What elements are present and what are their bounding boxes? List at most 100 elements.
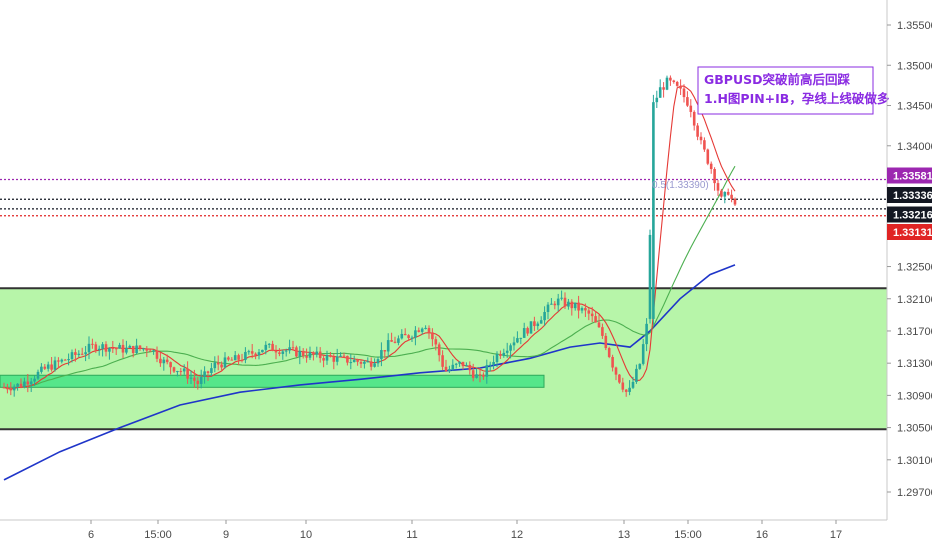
candle: [505, 342, 509, 358]
fib-level-label: 0.5(1.33390): [652, 180, 709, 191]
candle: [672, 79, 676, 84]
candle: [199, 369, 203, 389]
candle: [125, 340, 128, 355]
candle: [40, 363, 43, 374]
candle: [434, 336, 438, 351]
candle: [121, 339, 125, 359]
candle: [295, 345, 298, 358]
candle: [165, 354, 169, 365]
candle: [142, 347, 145, 352]
candle: [359, 359, 363, 369]
inner-zone-rect: [0, 374, 545, 388]
candle: [516, 331, 519, 344]
candle: [502, 348, 506, 358]
candle: [495, 351, 499, 368]
candle: [720, 188, 723, 198]
candle: [104, 341, 108, 357]
annotation-line-2: 1.H图PIN+IB，孕线上线破做多: [704, 91, 890, 106]
candle: [108, 347, 111, 360]
x-tick-label: 17: [830, 529, 842, 541]
x-tick-label: 9: [223, 529, 229, 541]
y-tick-label: 1.31300: [897, 358, 932, 370]
candle: [152, 349, 155, 355]
candle: [410, 335, 414, 343]
price-tag: 1.33336: [887, 187, 932, 203]
candle: [29, 377, 33, 393]
candle: [111, 340, 115, 354]
candle: [363, 360, 366, 369]
candle: [556, 293, 560, 312]
candle: [6, 383, 9, 394]
candle: [305, 348, 308, 363]
candle: [135, 338, 138, 355]
candle: [526, 326, 529, 336]
candle: [230, 357, 234, 361]
candle: [448, 365, 451, 373]
candle: [169, 361, 172, 375]
candle: [522, 322, 526, 338]
candle: [461, 361, 465, 370]
candle: [454, 362, 458, 369]
y-tick-label: 1.34000: [897, 141, 932, 153]
candle: [478, 367, 482, 383]
candle: [179, 368, 183, 376]
svg-text:1.33216: 1.33216: [893, 210, 932, 222]
candle: [414, 326, 417, 346]
candle: [420, 327, 424, 335]
y-tick-label: 1.35500: [897, 20, 932, 32]
candle: [329, 351, 332, 358]
candle: [380, 342, 383, 367]
candle: [342, 352, 346, 358]
candle: [97, 345, 101, 356]
candle: [631, 376, 635, 389]
candle: [114, 347, 118, 355]
candle: [237, 353, 240, 366]
candle: [536, 321, 540, 330]
y-tick-label: 1.34500: [897, 101, 932, 113]
candle: [550, 298, 553, 305]
candle: [240, 353, 244, 363]
candle: [339, 352, 342, 358]
candle: [288, 339, 291, 354]
candle: [488, 361, 492, 372]
candle: [485, 359, 489, 384]
svg-text:1.33336: 1.33336: [893, 190, 932, 202]
candle: [468, 361, 472, 375]
candle: [9, 382, 13, 396]
candle: [397, 335, 400, 346]
candle: [393, 336, 397, 344]
candle: [699, 132, 703, 145]
candle: [203, 366, 206, 384]
candle: [424, 325, 427, 330]
candle: [482, 372, 485, 380]
candle: [118, 342, 121, 349]
candle: [210, 362, 213, 377]
price-tag: 1.33216: [887, 206, 932, 223]
candle: [53, 356, 57, 372]
candle: [196, 376, 200, 390]
x-tick-label: 16: [756, 529, 768, 541]
svg-text:1.33131: 1.33131: [893, 227, 932, 239]
candle: [162, 356, 166, 371]
candle: [193, 369, 196, 388]
candle: [539, 316, 543, 324]
candle: [70, 349, 74, 363]
candle: [604, 332, 608, 351]
candle: [427, 325, 431, 339]
candle: [57, 357, 60, 368]
candle: [131, 345, 135, 358]
candle: [512, 336, 516, 351]
candle: [570, 299, 574, 316]
candlesticks: [2, 75, 737, 397]
candle: [186, 361, 189, 384]
support-zone: [0, 287, 887, 431]
candle: [23, 377, 26, 389]
candle: [220, 361, 223, 372]
candle: [148, 349, 152, 352]
candle: [2, 382, 6, 389]
candle: [271, 340, 274, 352]
candle: [403, 328, 407, 336]
candle: [80, 347, 84, 356]
candle: [519, 337, 523, 345]
